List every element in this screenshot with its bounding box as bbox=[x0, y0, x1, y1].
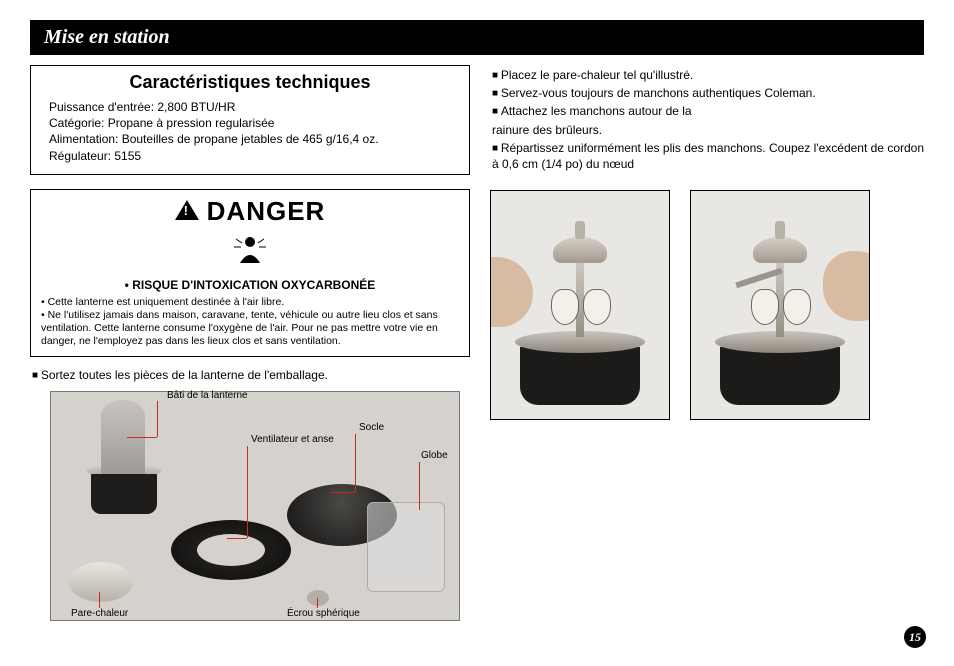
left-column: Caractéristiques techniques Puissance d'… bbox=[30, 65, 470, 621]
danger-pictogram bbox=[31, 231, 469, 278]
step-text: Placez le pare-chaleur tel qu'illustré. bbox=[501, 68, 693, 82]
bullet-square-icon: ■ bbox=[492, 143, 501, 154]
step-text: Sortez toutes les pièces de la lanterne … bbox=[41, 368, 328, 382]
danger-body: • Cette lanterne est uniquement destinée… bbox=[31, 296, 469, 357]
section-header: Mise en station bbox=[30, 20, 924, 55]
instruction-images-row bbox=[490, 190, 924, 420]
diagram-label: Socle bbox=[359, 422, 384, 433]
danger-title-row: DANGER bbox=[31, 190, 469, 231]
instruction-step: ■ Répartissez uniformément les plis des … bbox=[490, 140, 924, 172]
bullet-square-icon: ■ bbox=[32, 370, 41, 381]
specifications-title: Caractéristiques techniques bbox=[31, 66, 469, 97]
instruction-step: ■ Attachez les manchons autour de la bbox=[490, 103, 924, 119]
instruction-image-2 bbox=[690, 190, 870, 420]
diagram-label: Bâti de la lanterne bbox=[167, 390, 248, 401]
bullet-square-icon: ■ bbox=[492, 88, 501, 99]
instruction-image-1 bbox=[490, 190, 670, 420]
page-number-badge: 15 bbox=[904, 626, 926, 648]
specifications-body: Puissance d'entrée: 2,800 BTU/HR Catégor… bbox=[31, 97, 469, 174]
spec-line: Régulateur: 5155 bbox=[49, 148, 455, 164]
danger-box: DANGER • RISQUE D'INTOXICATION OXYCARBON… bbox=[30, 189, 470, 358]
step-text: Servez-vous toujours de manchons authent… bbox=[501, 86, 816, 100]
step-text: Répartissez uniformément les plis des ma… bbox=[492, 141, 924, 171]
diagram-label: Écrou sphérique bbox=[287, 608, 360, 619]
danger-subtitle: • RISQUE D'INTOXICATION OXYCARBONÉE bbox=[31, 278, 469, 296]
danger-bullet: • Ne l'utilisez jamais dans maison, cara… bbox=[41, 309, 459, 348]
instruction-step-cont: rainure des brûleurs. bbox=[490, 122, 924, 138]
danger-title: DANGER bbox=[207, 196, 326, 227]
right-column: ■ Placez le pare-chaleur tel qu'illustré… bbox=[490, 65, 924, 621]
bullet-square-icon: ■ bbox=[492, 70, 501, 81]
specifications-box: Caractéristiques techniques Puissance d'… bbox=[30, 65, 470, 175]
instruction-step: ■ Servez-vous toujours de manchons authe… bbox=[490, 85, 924, 101]
two-column-layout: Caractéristiques techniques Puissance d'… bbox=[0, 65, 954, 621]
step-text: Attachez les manchons autour de la bbox=[501, 104, 692, 118]
bullet-square-icon: ■ bbox=[492, 106, 501, 117]
instruction-step: ■ Sortez toutes les pièces de la lantern… bbox=[30, 367, 470, 383]
diagram-label: Pare-chaleur bbox=[71, 608, 128, 619]
diagram-label: Globe bbox=[421, 450, 448, 461]
instruction-step: ■ Placez le pare-chaleur tel qu'illustré… bbox=[490, 67, 924, 83]
diagram-label: Ventilateur et anse bbox=[251, 434, 334, 445]
parts-diagram: Bâti de la lanterne Ventilateur et anse … bbox=[50, 391, 460, 621]
spec-line: Alimentation: Bouteilles de propane jeta… bbox=[49, 131, 455, 147]
warning-triangle-icon bbox=[175, 200, 199, 220]
spec-line: Catégorie: Propane à pression regularisé… bbox=[49, 115, 455, 131]
danger-bullet: • Cette lanterne est uniquement destinée… bbox=[41, 296, 459, 309]
spec-line: Puissance d'entrée: 2,800 BTU/HR bbox=[49, 99, 455, 115]
